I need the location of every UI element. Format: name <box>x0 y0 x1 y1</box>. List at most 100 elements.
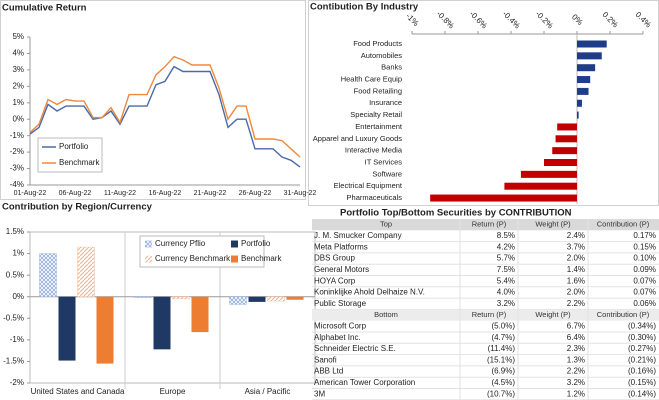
cell: Microsoft Corp <box>314 321 367 330</box>
y-tick-label: Food Retailing <box>354 86 402 95</box>
x-tick-label: 26-Aug-22 <box>239 190 272 197</box>
bar <box>229 296 247 305</box>
legend-label: Benchmark <box>241 254 282 263</box>
cell: 7.5% <box>497 265 515 274</box>
legend-swatch <box>231 255 238 263</box>
cell: 2.3% <box>567 344 585 353</box>
x-tick-label: Asia / Pacific <box>245 387 291 396</box>
y-tick-label: Software <box>372 169 402 178</box>
y-tick-label: -4% <box>10 180 24 189</box>
cell: 1.4% <box>567 265 585 274</box>
y-tick-label: 5% <box>12 32 24 41</box>
y-tick-label: Entertainment <box>355 122 403 131</box>
x-tick-label: United States and Canada <box>31 387 125 396</box>
bar <box>577 52 602 60</box>
cell: 3.2% <box>567 378 585 387</box>
cell: 6.7% <box>567 321 585 330</box>
y-tick-label: Apparel and Luxury Goods <box>313 134 402 143</box>
panel-border <box>308 0 659 206</box>
cell: 0.09% <box>633 265 656 274</box>
header-cell: Top <box>380 220 392 229</box>
y-tick-label: 0% <box>12 114 24 123</box>
header-cell: Weight (P) <box>535 220 571 229</box>
cell: (10.7%) <box>487 389 515 398</box>
header-cell: Return (P) <box>472 310 507 319</box>
cell: Sanofi <box>314 355 337 364</box>
cell: Koninklijke Ahold Delhaize N.V. <box>314 288 425 297</box>
y-tick-label: Interactive Media <box>345 146 403 155</box>
x-tick-label: -1% <box>404 12 420 28</box>
y-tick-label: IT Services <box>365 157 403 166</box>
y-tick-label: Specialty Retail <box>350 110 402 119</box>
legend-label: Portfolio <box>241 239 271 248</box>
y-tick-label: -1% <box>10 131 24 140</box>
legend-box <box>37 137 103 173</box>
y-tick-label: -3% <box>10 164 24 173</box>
bar <box>134 296 152 298</box>
cell: (0.15%) <box>628 378 656 387</box>
cell: (6.9%) <box>491 367 515 376</box>
bar <box>577 76 591 84</box>
cell: (4.5%) <box>491 378 515 387</box>
y-tick-label: 4% <box>12 49 24 58</box>
y-tick-label: -2% <box>10 147 24 156</box>
x-tick-label: -0.4% <box>501 9 522 30</box>
bar <box>504 182 577 190</box>
cell: 2.0% <box>567 254 585 263</box>
y-tick-label: 2% <box>12 81 24 90</box>
bar <box>430 194 577 202</box>
bar <box>77 246 95 297</box>
legend-swatch <box>231 240 238 248</box>
y-tick-label: -0.5% <box>3 313 24 322</box>
cell: (0.30%) <box>628 333 656 342</box>
table-header <box>312 309 659 321</box>
cell: 3M <box>314 389 325 398</box>
cell: Meta Platforms <box>314 242 368 251</box>
x-tick-label: 11-Aug-22 <box>104 190 136 197</box>
cell: 8.5% <box>497 231 515 240</box>
x-tick-label: 31-Aug-22 <box>284 190 317 197</box>
x-tick-label: 0.2% <box>601 10 620 29</box>
cell: (0.16%) <box>628 367 656 376</box>
y-tick-label: 1.5% <box>6 227 24 236</box>
header-cell: Contribution (P) <box>597 220 650 229</box>
bar <box>153 296 171 350</box>
bar <box>96 296 114 364</box>
cell: (5.0%) <box>491 321 515 330</box>
cell: 0.10% <box>633 254 656 263</box>
chart-title: Contribution by Region/Currency <box>2 202 153 213</box>
y-tick-label: Food Products <box>353 39 402 48</box>
cell: 0.07% <box>633 276 656 285</box>
cell: 2.2% <box>567 367 585 376</box>
y-tick-label: Electrical Equipment <box>334 181 403 190</box>
cell: (11.4%) <box>488 344 516 353</box>
cell: DBS Group <box>314 254 355 263</box>
chart-title: Contibution By Industry <box>310 2 419 13</box>
cell: (0.34%) <box>628 321 656 330</box>
cell: 0.07% <box>633 288 656 297</box>
panel-border <box>0 0 306 200</box>
bar <box>58 296 76 361</box>
bar <box>267 296 285 302</box>
header-cell: Bottom <box>374 310 398 319</box>
y-tick-label: Automobiles <box>361 51 403 60</box>
plot-border <box>29 231 316 384</box>
cell: (0.27%) <box>628 344 656 353</box>
table-header <box>312 219 659 231</box>
cell: 2.2% <box>567 299 585 308</box>
cell: General Motors <box>314 265 369 274</box>
legend-label: Currency Pflio <box>155 239 206 248</box>
x-tick-label: -0.2% <box>534 9 555 30</box>
cell: (4.7%) <box>491 333 515 342</box>
cell: 1.2% <box>567 389 585 398</box>
legend-swatch <box>145 240 152 248</box>
bar <box>577 99 582 107</box>
cell: 3.7% <box>567 242 585 251</box>
bar <box>191 296 209 333</box>
legend-label: Portfolio <box>59 142 89 151</box>
header-cell: Contribution (P) <box>597 310 650 319</box>
legend-label: Currency Benchmark <box>155 254 231 263</box>
cell: 1.6% <box>567 276 585 285</box>
y-tick-label: -1.5% <box>3 357 24 366</box>
